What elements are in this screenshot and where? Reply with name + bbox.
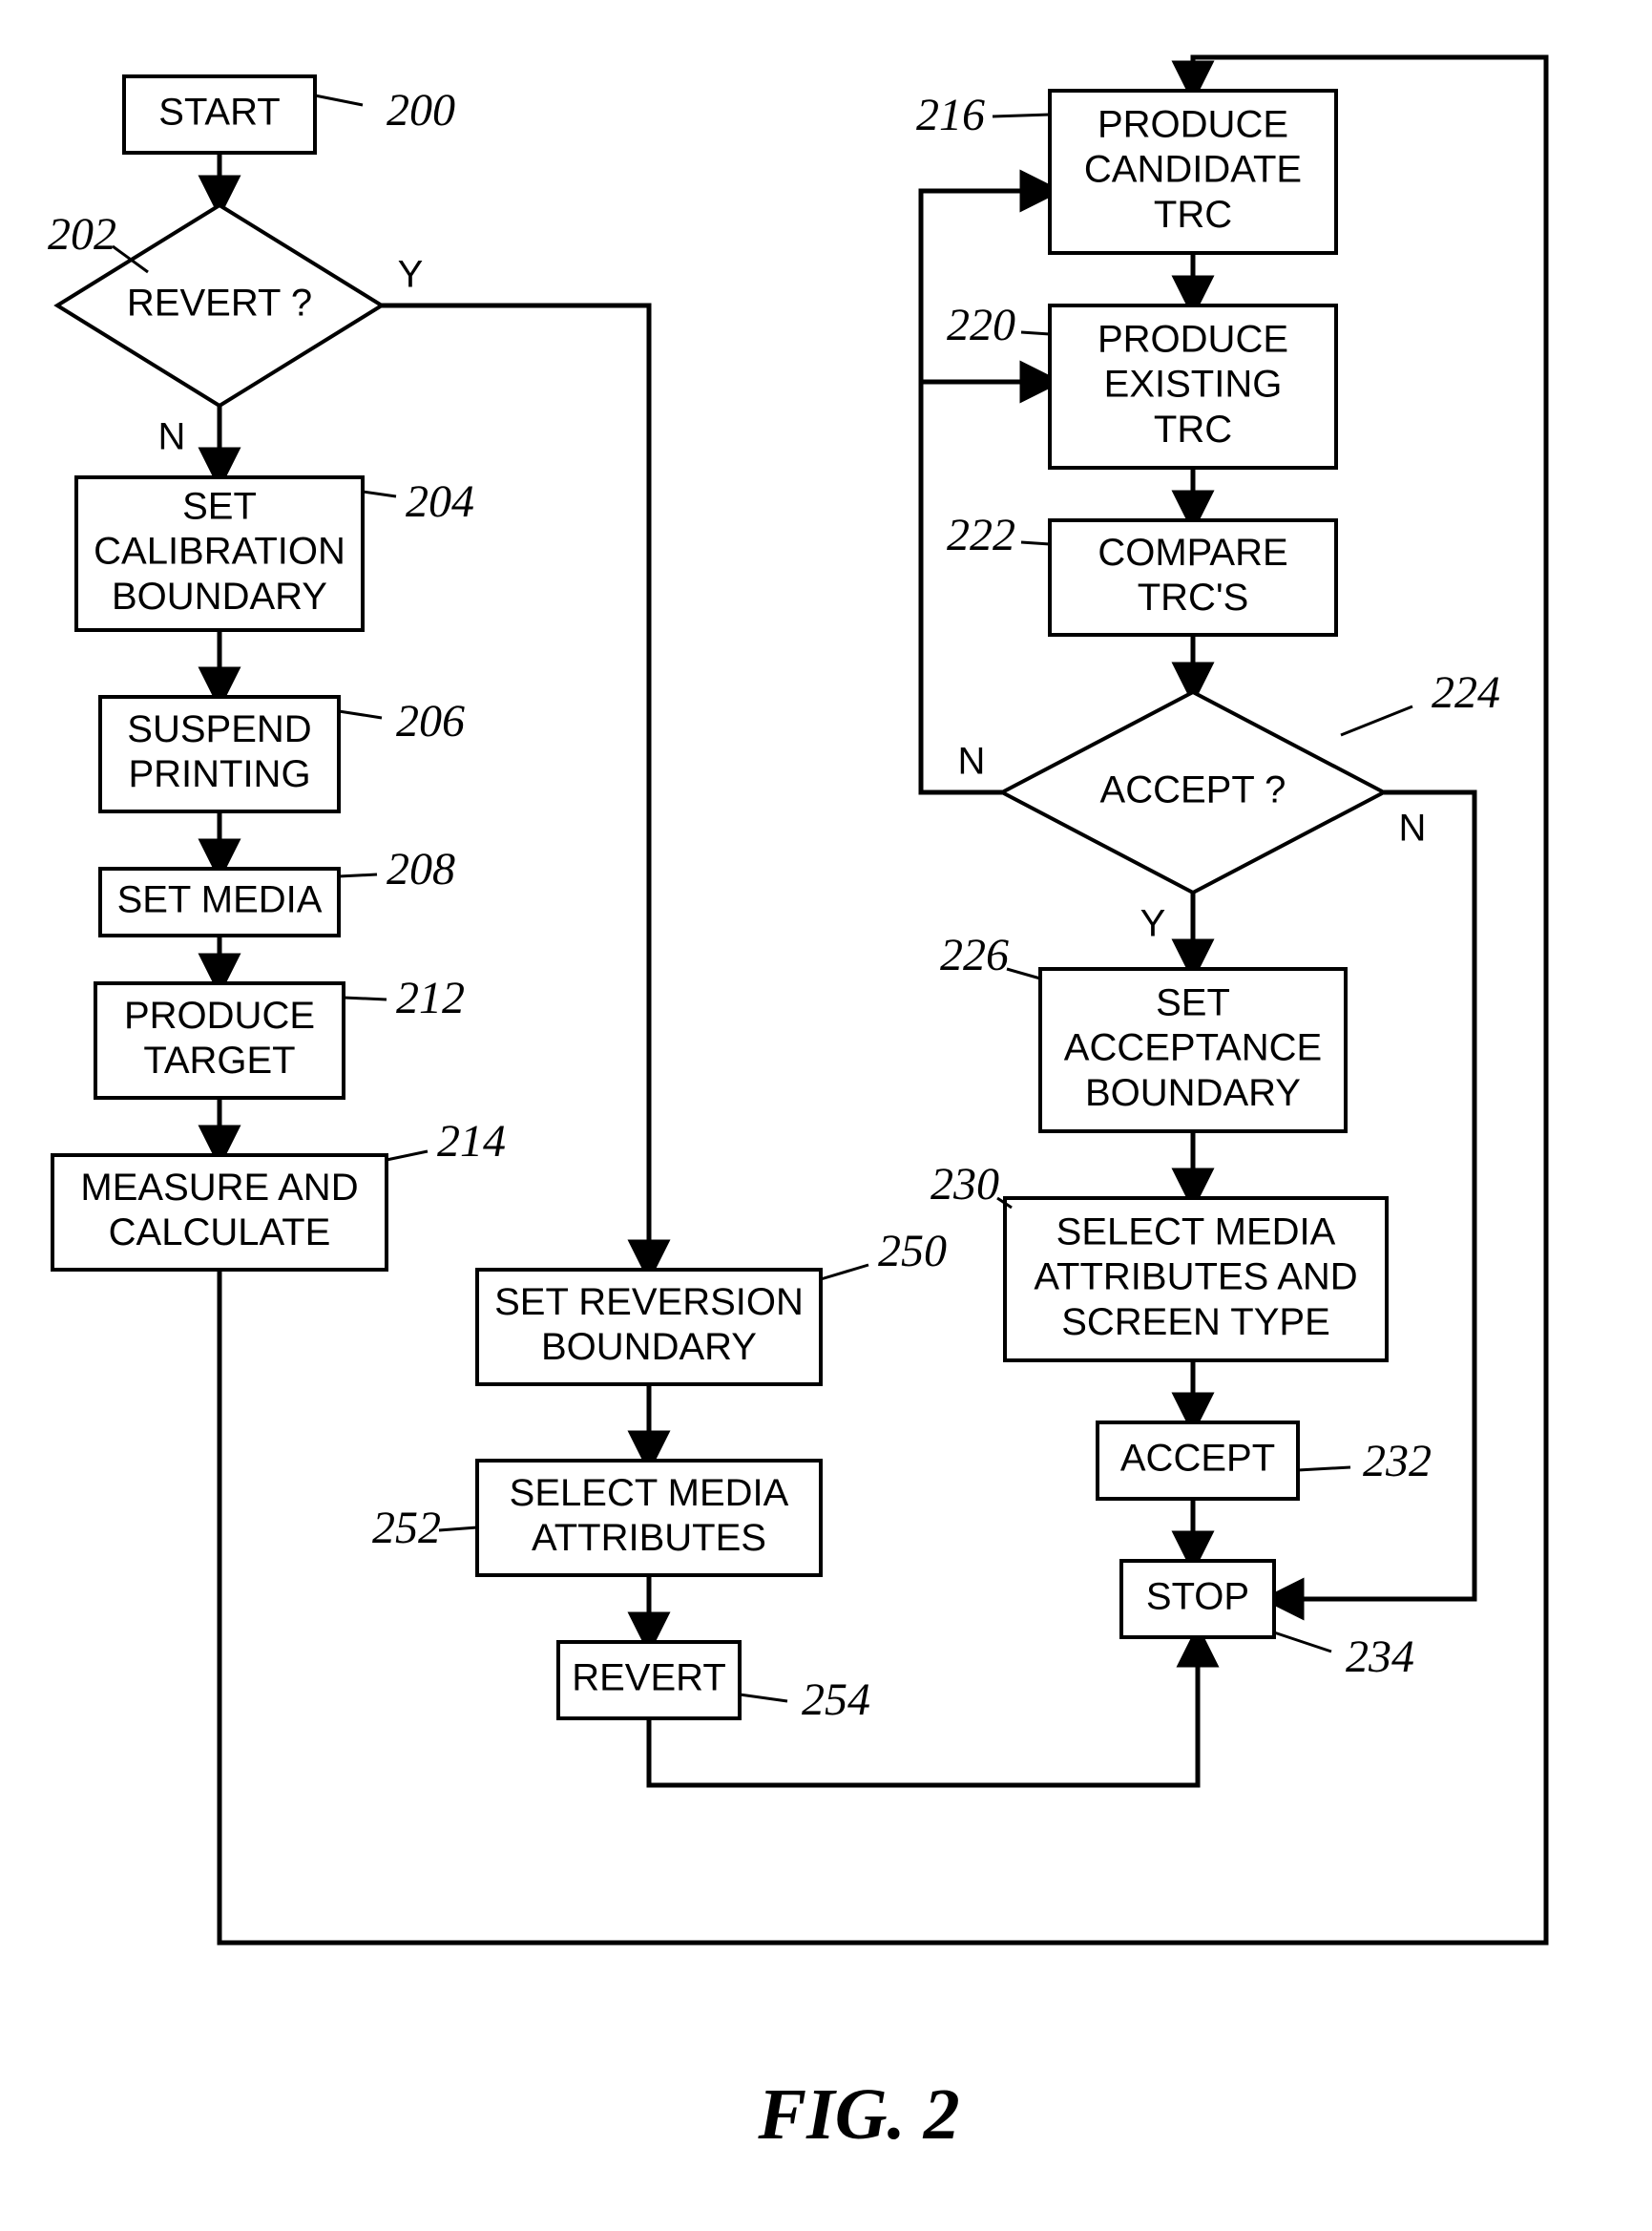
node-label: TRC	[1154, 194, 1232, 236]
node-label: START	[158, 92, 280, 134]
ref-number: 254	[802, 1674, 870, 1725]
ref-number: 252	[372, 1503, 441, 1553]
node-setrev: SET REVERSIONBOUNDARY	[477, 1270, 821, 1384]
ref-leader	[1341, 706, 1412, 735]
ref-leader	[315, 95, 363, 105]
node-label: ACCEPT ?	[1100, 769, 1286, 811]
node-label: TARGET	[143, 1040, 295, 1082]
node-label: SET MEDIA	[117, 879, 323, 921]
ref-leader	[387, 1151, 428, 1160]
node-label: PRODUCE	[1098, 318, 1288, 360]
node-label: STOP	[1146, 1576, 1249, 1618]
node-stop: STOP	[1121, 1561, 1274, 1637]
node-label: CANDIDATE	[1084, 149, 1302, 191]
node-accept: ACCEPT	[1098, 1422, 1298, 1499]
flowchart-figure: NYYNN STARTREVERT ?SETCALIBRATIONBOUNDAR…	[0, 0, 1652, 2231]
node-selattr2: SELECT MEDIAATTRIBUTES ANDSCREEN TYPE	[1005, 1198, 1387, 1360]
ref-leader	[339, 711, 382, 718]
ref-leader	[1021, 542, 1050, 544]
node-setmedia: SET MEDIA	[100, 869, 339, 936]
ref-leader	[339, 874, 377, 876]
ref-leader	[1021, 332, 1050, 334]
ref-number: 214	[437, 1116, 506, 1167]
ref-number: 216	[916, 90, 985, 140]
node-label: ATTRIBUTES	[532, 1517, 766, 1559]
ref-number: 222	[947, 510, 1015, 560]
node-label: SET REVERSION	[494, 1281, 804, 1323]
ref-number: 206	[396, 696, 465, 747]
node-prodtgt: PRODUCETARGET	[95, 983, 344, 1098]
node-label: SELECT MEDIA	[510, 1472, 789, 1514]
node-revert: REVERT	[558, 1642, 740, 1718]
ref-leader	[1274, 1632, 1331, 1652]
node-suspend: SUSPENDPRINTING	[100, 697, 339, 811]
edge-label: N	[158, 416, 186, 458]
node-prodcand: PRODUCECANDIDATETRC	[1050, 91, 1336, 253]
ref-leader	[993, 115, 1050, 116]
ref-leader	[439, 1527, 477, 1530]
ref-number: 208	[387, 844, 455, 895]
node-selattr: SELECT MEDIAATTRIBUTES	[477, 1461, 821, 1575]
node-prodexst: PRODUCEEXISTINGTRC	[1050, 305, 1336, 468]
node-label: EXISTING	[1104, 364, 1283, 406]
ref-number: 204	[406, 476, 474, 527]
ref-number: 226	[940, 930, 1009, 980]
ref-leader	[1007, 969, 1040, 979]
ref-number: 200	[387, 85, 455, 136]
node-label: PRODUCE	[124, 995, 315, 1037]
node-label: REVERT ?	[127, 283, 312, 325]
node-label: CALIBRATION	[94, 531, 345, 573]
node-label: SCREEN TYPE	[1061, 1301, 1330, 1343]
ref-leader	[740, 1694, 787, 1701]
node-label: ATTRIBUTES AND	[1034, 1256, 1357, 1298]
node-label: ACCEPT	[1120, 1438, 1275, 1480]
node-label: SET	[182, 485, 257, 527]
node-label: PRINTING	[128, 753, 310, 795]
nodes-layer: STARTREVERT ?SETCALIBRATIONBOUNDARYSUSPE…	[52, 76, 1387, 1718]
node-label: TRC'S	[1138, 577, 1249, 619]
node-label: MEASURE AND	[80, 1167, 358, 1209]
node-label: BOUNDARY	[541, 1326, 757, 1368]
edge-label: N	[958, 741, 986, 783]
ref-number: 212	[396, 973, 465, 1023]
node-setcal: SETCALIBRATIONBOUNDARY	[76, 477, 363, 630]
ref-leader	[821, 1265, 868, 1279]
node-label: CALCULATE	[109, 1211, 331, 1253]
edge-label: Y	[398, 254, 424, 296]
ref-leader	[1298, 1467, 1350, 1470]
ref-number: 232	[1363, 1436, 1432, 1486]
node-label: SELECT MEDIA	[1056, 1210, 1336, 1252]
node-label: BOUNDARY	[1085, 1072, 1301, 1114]
edge-label: Y	[1140, 903, 1166, 945]
node-accept_q: ACCEPT ?	[1002, 692, 1384, 893]
ref-leader	[344, 998, 387, 1000]
ref-leader	[363, 492, 396, 496]
flow-edge	[382, 305, 649, 1270]
node-compare: COMPARETRC'S	[1050, 520, 1336, 635]
node-start: START	[124, 76, 315, 153]
flow-edge	[921, 191, 1050, 792]
node-label: ACCEPTANCE	[1064, 1027, 1322, 1069]
node-label: PRODUCE	[1098, 103, 1288, 145]
node-label: BOUNDARY	[112, 576, 327, 618]
node-label: SET	[1156, 981, 1230, 1023]
node-label: SUSPEND	[127, 708, 311, 750]
node-label: REVERT	[572, 1657, 726, 1699]
edge-label: N	[1399, 808, 1427, 850]
node-label: COMPARE	[1098, 532, 1287, 574]
ref-number: 230	[931, 1159, 999, 1210]
figure-caption: FIG. 2	[757, 2074, 959, 2155]
ref-number: 202	[48, 209, 116, 260]
ref-number: 234	[1346, 1631, 1414, 1682]
node-label: TRC	[1154, 409, 1232, 451]
node-measure: MEASURE ANDCALCULATE	[52, 1155, 387, 1270]
ref-number: 224	[1432, 667, 1500, 718]
node-setacc: SETACCEPTANCEBOUNDARY	[1040, 969, 1346, 1131]
ref-number: 250	[878, 1226, 947, 1276]
ref-number: 220	[947, 300, 1015, 350]
